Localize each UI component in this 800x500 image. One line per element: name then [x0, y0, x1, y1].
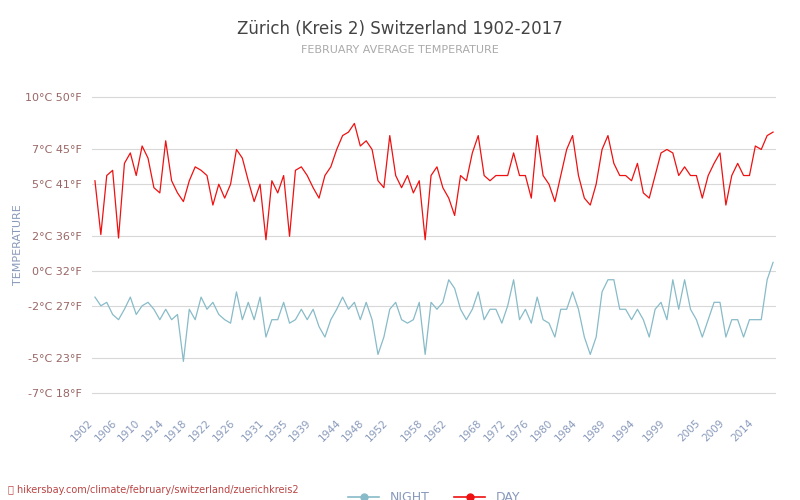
Legend: NIGHT, DAY: NIGHT, DAY: [343, 486, 525, 500]
Text: Zürich (Kreis 2) Switzerland 1902-2017: Zürich (Kreis 2) Switzerland 1902-2017: [237, 20, 563, 38]
Text: ⌖ hikersbay.com/climate/february/switzerland/zuerichkreis2: ⌖ hikersbay.com/climate/february/switzer…: [8, 485, 298, 495]
Text: FEBRUARY AVERAGE TEMPERATURE: FEBRUARY AVERAGE TEMPERATURE: [301, 45, 499, 55]
Y-axis label: TEMPERATURE: TEMPERATURE: [13, 204, 23, 286]
